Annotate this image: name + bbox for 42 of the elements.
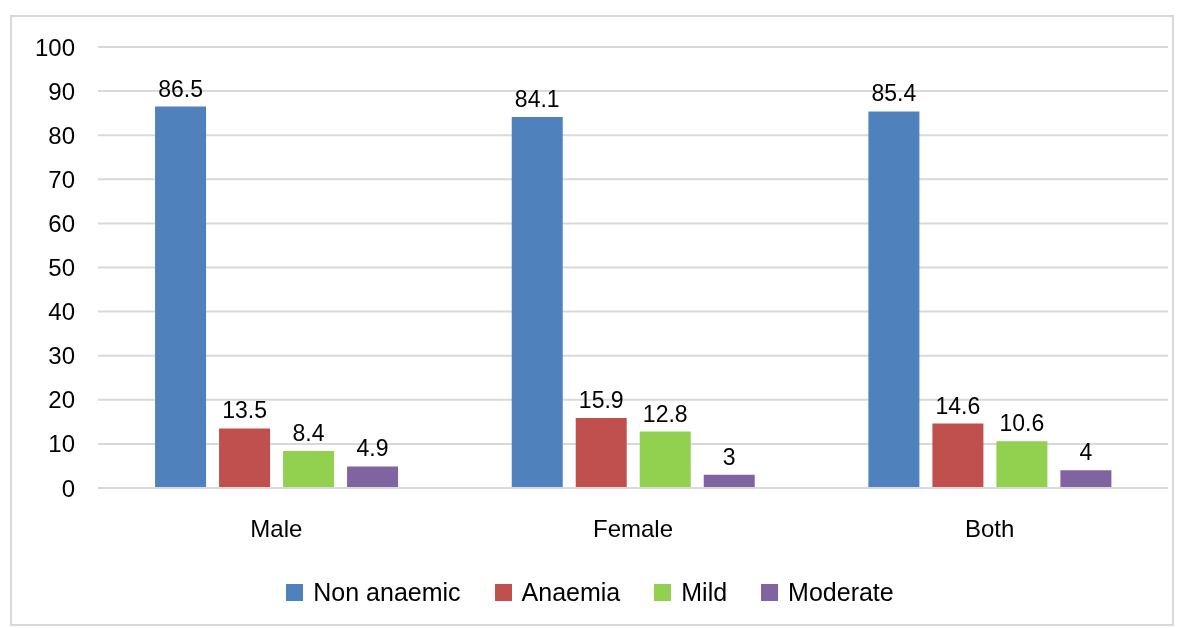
y-tick-label: 0 — [61, 474, 75, 502]
legend-label: Moderate — [788, 577, 894, 608]
data-label: 85.4 — [871, 80, 917, 107]
legend-label: Mild — [681, 577, 728, 608]
bar — [347, 466, 399, 488]
y-tick-label: 80 — [48, 121, 75, 149]
data-label: 10.6 — [999, 410, 1045, 437]
data-label: 3 — [722, 443, 736, 470]
y-tick-label: 50 — [48, 254, 75, 282]
bar — [868, 111, 920, 488]
x-tick-label: Male — [250, 515, 303, 543]
data-label: 86.5 — [158, 75, 203, 102]
bar — [996, 441, 1048, 488]
data-label: 4 — [1079, 439, 1093, 466]
bar — [639, 431, 691, 488]
legend-label: Anaemia — [521, 577, 621, 608]
y-tick-label: 70 — [48, 165, 75, 193]
data-label: 8.4 — [292, 419, 325, 446]
y-tick-label: 90 — [48, 77, 75, 105]
bar — [1060, 470, 1112, 488]
data-label: 13.5 — [222, 397, 267, 424]
bar — [219, 428, 271, 488]
bar — [932, 423, 984, 488]
y-tick-label: 10 — [48, 430, 75, 458]
bar — [703, 474, 755, 488]
bar — [575, 417, 627, 488]
y-tick-label: 30 — [48, 342, 75, 370]
y-tick-label: 100 — [34, 33, 75, 61]
y-tick-label: 40 — [48, 298, 75, 326]
data-label: 12.8 — [642, 400, 688, 427]
x-tick-label: Female — [592, 515, 674, 543]
x-tick-label: Both — [964, 515, 1015, 543]
data-label: 14.6 — [935, 392, 981, 419]
data-label: 84.1 — [514, 86, 560, 113]
bar — [283, 450, 335, 488]
legend-label: Non anaemic — [313, 577, 461, 608]
y-tick-label: 20 — [48, 386, 75, 414]
data-label: 15.9 — [578, 386, 624, 413]
data-label: 4.9 — [356, 435, 389, 462]
bar — [511, 117, 563, 488]
bar — [155, 106, 207, 488]
y-tick-label: 60 — [48, 209, 75, 237]
